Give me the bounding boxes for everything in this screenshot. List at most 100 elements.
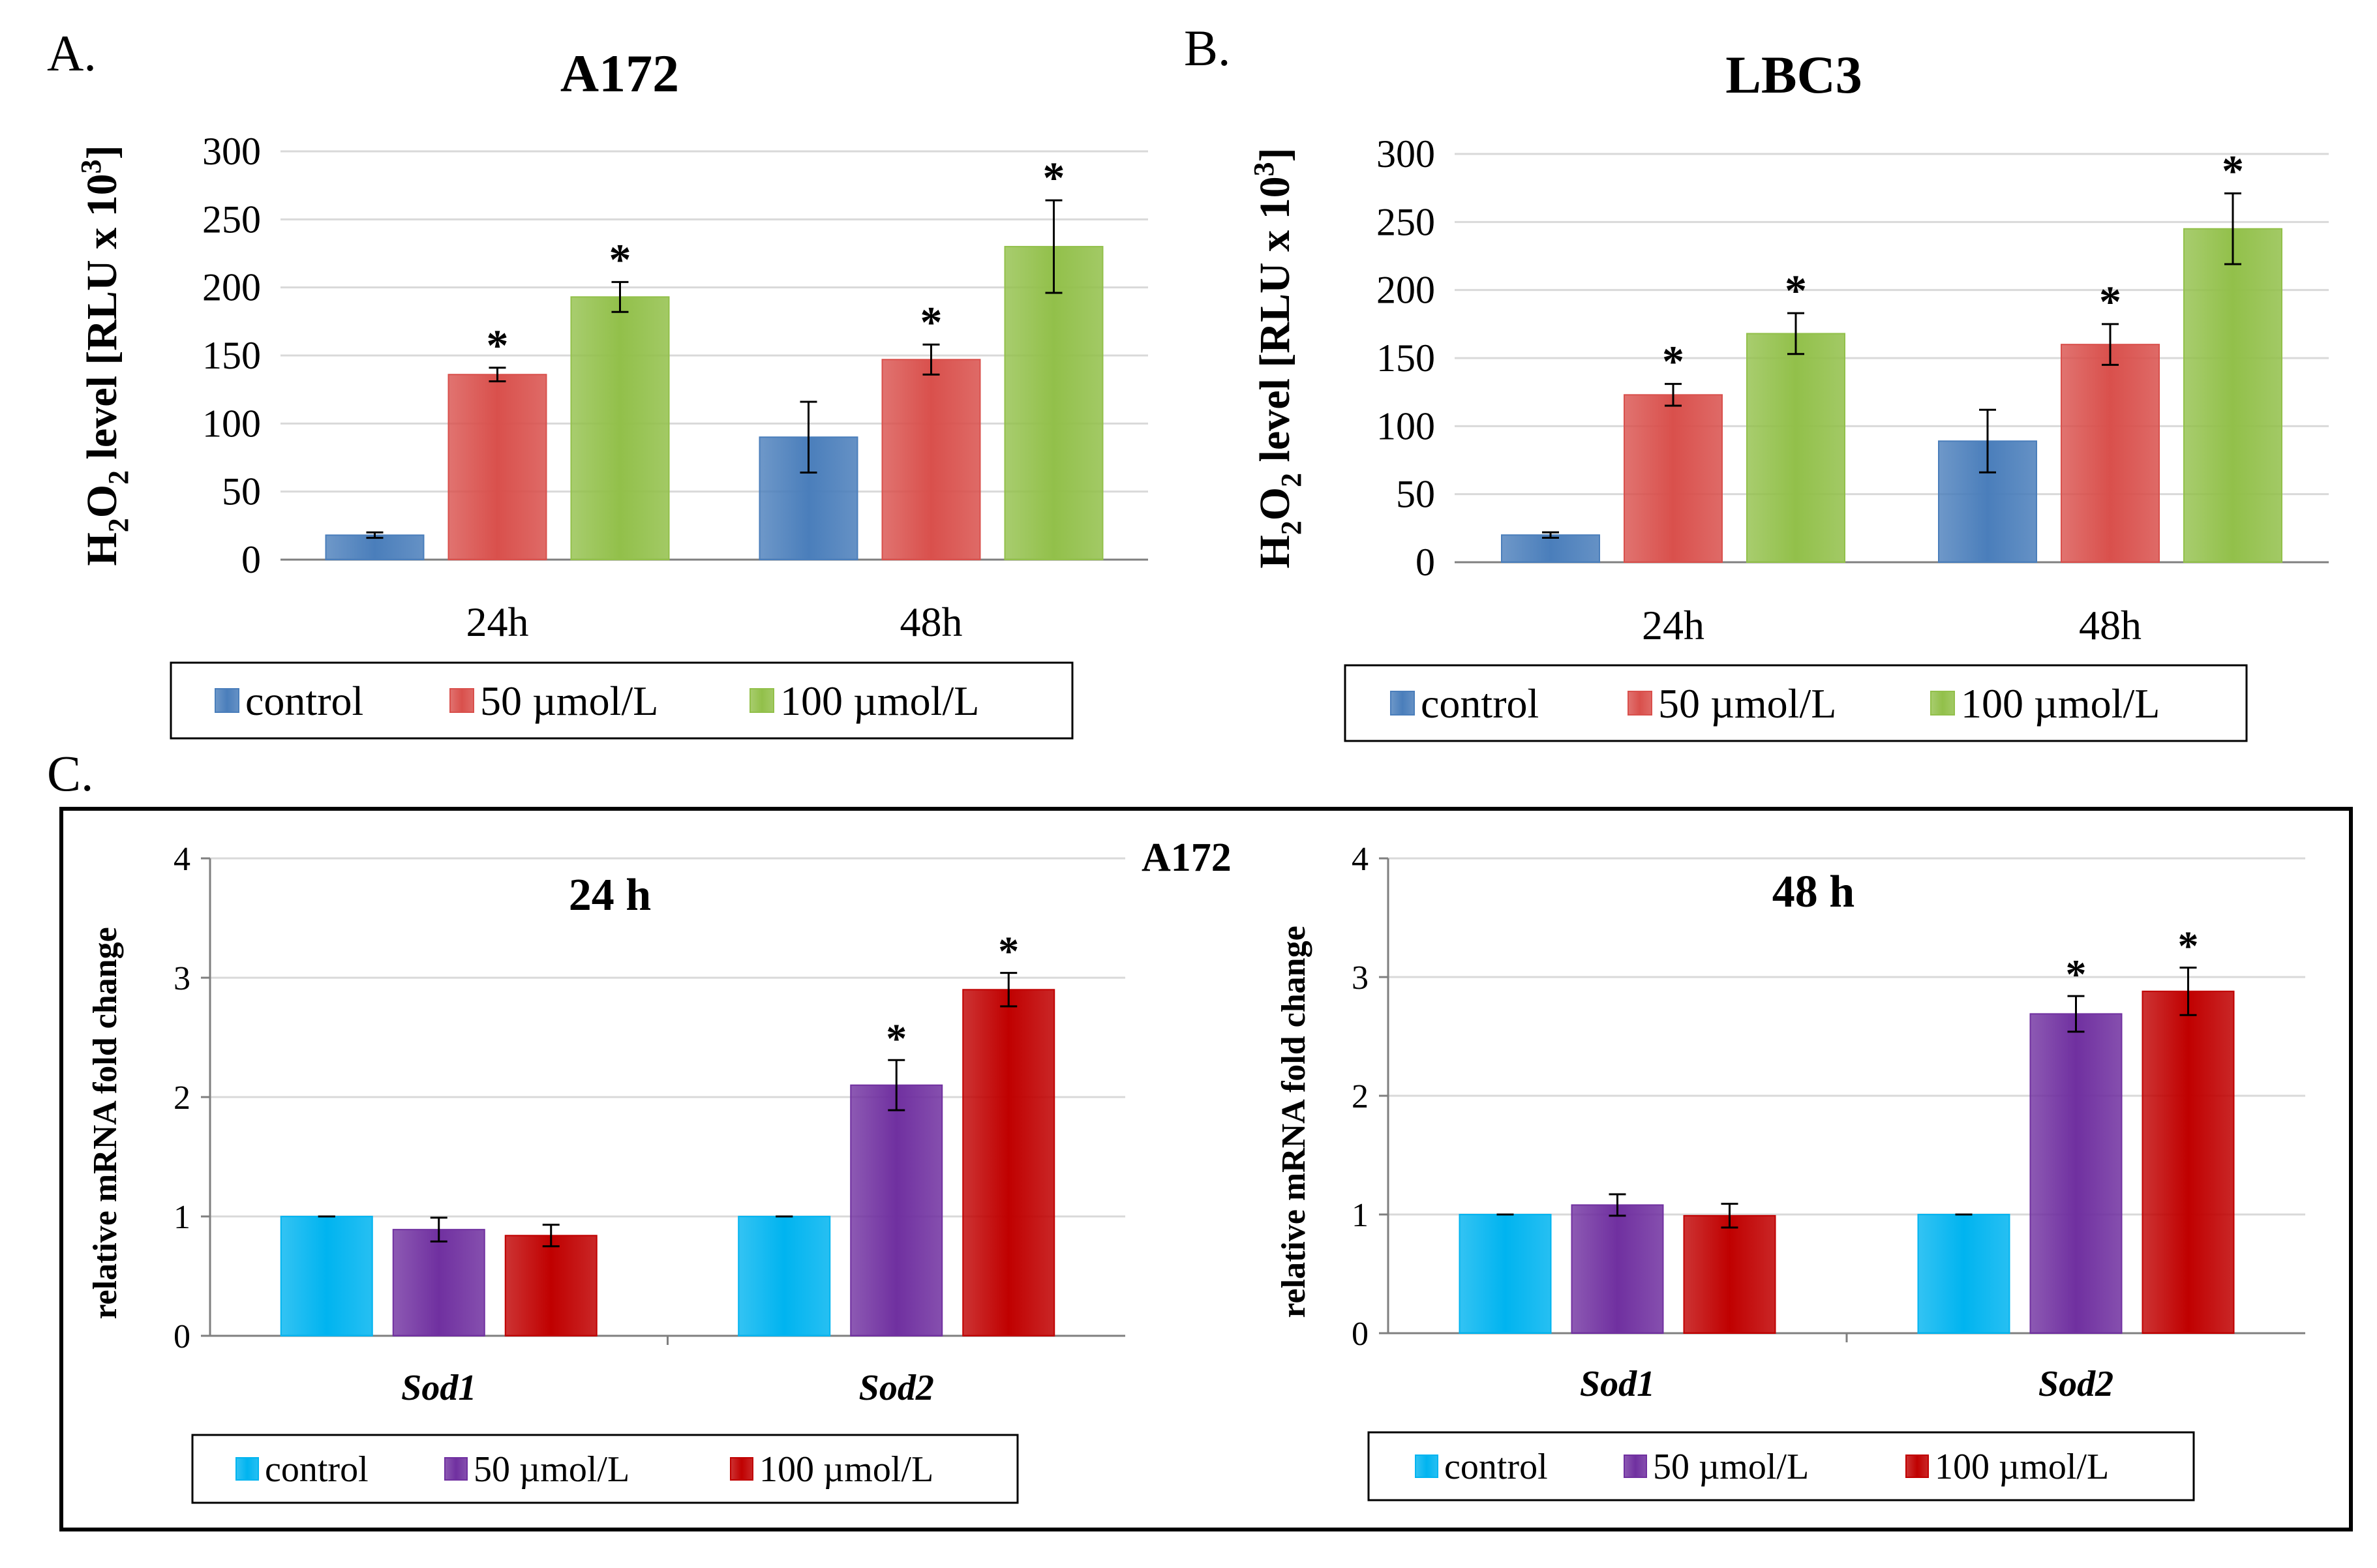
chart-a-legend-label: 100 µmol/L [780, 678, 979, 724]
chart-b-title: LBC3 [1725, 45, 1862, 104]
chart-c1-bar [504, 1235, 598, 1337]
chart-c1-bar [738, 1216, 831, 1336]
chart-a-significance-star: * [920, 297, 943, 346]
chart-a-title: A172 [560, 44, 679, 103]
chart-b-bar [1501, 534, 1600, 563]
chart-c2-title: 48 h [1772, 867, 1855, 917]
chart-a-bar [881, 359, 981, 560]
chart-c1-bar [392, 1229, 485, 1336]
chart-c2-legend-label: control [1444, 1447, 1548, 1487]
chart-a-bar [1004, 246, 1104, 560]
chart-a: A172 0 50 100 150 200 250 300 H2O2 level [RLU x … [75, 44, 1148, 740]
chart-c1-ytick-label: 3 [174, 960, 190, 997]
chart-a-ytick-label: 300 [202, 130, 261, 173]
chart-b-legend-swatch [1930, 691, 1955, 716]
chart-b: LBC3 0 50 100 150 200 250 300 H2O2 level [RLU x … [1248, 45, 2329, 742]
chart-c1-ytick-label: 2 [174, 1079, 190, 1117]
chart-c2-ytick-label: 1 [1352, 1197, 1369, 1234]
chart-c1-legend-label: control [265, 1449, 369, 1490]
chart-c2-significance-star: * [2066, 951, 2087, 997]
chart-b-significance-star: * [1785, 265, 1807, 315]
chart-b-significance-star: * [1662, 337, 1684, 386]
chart-a-legend-label: 50 µmol/L [480, 678, 658, 724]
chart-b-ytick-label: 100 [1376, 404, 1435, 447]
chart-c2-ytick-label: 2 [1352, 1078, 1369, 1115]
chart-c2-bar [1917, 1214, 2010, 1334]
chart-c2-legend [1367, 1431, 2195, 1501]
chart-c1-legend [191, 1434, 1019, 1504]
chart-a-ylabel: H2O2 level [RLU x 103] [75, 145, 134, 565]
chart-c1-category-label: Sod2 [859, 1368, 934, 1408]
chart-c2-ytick-label: 3 [1352, 959, 1369, 997]
chart-c1-ytick-label: 1 [174, 1199, 190, 1236]
chart-c2-ytick-label: 4 [1352, 841, 1369, 878]
chart-a-legend-swatch [449, 688, 474, 713]
chart-c2-bar [2029, 1013, 2123, 1334]
chart-a-ytick-label: 0 [241, 538, 261, 581]
chart-b-legend-label: 100 µmol/L [1961, 680, 2160, 727]
chart-c2-legend-swatch [1905, 1455, 1929, 1478]
panel-c-cell-line-label: A172 [1142, 836, 1232, 880]
chart-c1-legend-swatch [730, 1457, 753, 1481]
chart-c1-legend-label: 100 µmol/L [759, 1449, 933, 1490]
chart-c1-bar [962, 989, 1055, 1337]
chart-b-legend-label: 50 µmol/L [1658, 680, 1836, 727]
chart-b-ytick-label: 200 [1376, 269, 1435, 312]
chart-b-bar [1624, 394, 1723, 564]
chart-c1-bar [280, 1216, 373, 1336]
chart-a-category-label: 48h [900, 599, 963, 645]
chart-a-category-label: 24h [466, 599, 529, 645]
chart-a-bar [447, 374, 547, 560]
chart-b-category-label: 24h [1642, 602, 1704, 648]
chart-c1-bar [850, 1084, 943, 1336]
chart-c2-bar [1571, 1204, 1664, 1334]
chart-b-legend [1344, 664, 2248, 742]
chart-b-category-label: 48h [2079, 602, 2142, 648]
chart-a-ytick-label: 200 [202, 266, 261, 309]
chart-a-bar [570, 296, 670, 560]
chart-c2-category-label: Sod1 [1580, 1364, 1655, 1404]
chart-c2-bar [2142, 990, 2235, 1334]
chart-c2-bar [1683, 1214, 1776, 1334]
chart-a-ytick-label: 250 [202, 198, 261, 241]
panel-letter-c: C. [47, 745, 94, 802]
chart-a-legend-swatch [215, 688, 239, 713]
chart-b-significance-star: * [2222, 146, 2244, 196]
panel-letter-b: B. [1184, 20, 1231, 76]
chart-c1-ytick-label: 4 [174, 841, 190, 878]
chart-c1: 24 h 0 1 2 3 4 relative mRNA fold change Sod1 So… [87, 841, 1125, 1504]
panel-c-frame [59, 807, 2353, 1531]
chart-a-legend-label: control [245, 678, 363, 724]
chart-c2-bar [1459, 1214, 1552, 1334]
chart-b-ylabel: H2O2 level [RLU x 103] [1248, 147, 1307, 568]
chart-c2-ylabel: relative mRNA fold change [1275, 926, 1312, 1318]
chart-a-ytick-label: 50 [222, 470, 261, 513]
chart-c1-ylabel: relative mRNA fold change [87, 927, 124, 1319]
chart-b-bar [2183, 228, 2282, 563]
chart-a-ytick-label: 100 [202, 402, 261, 445]
chart-c2-legend-label: 100 µmol/L [1935, 1447, 2109, 1487]
chart-c1-ytick-label: 0 [174, 1318, 190, 1355]
chart-a-bar [325, 534, 425, 561]
chart-c2-legend-swatch [1624, 1455, 1647, 1478]
chart-a-significance-star: * [1043, 153, 1065, 202]
chart-a-significance-star: * [487, 320, 509, 370]
chart-b-ytick-label: 50 [1396, 473, 1435, 516]
chart-b-ytick-label: 250 [1376, 200, 1435, 243]
chart-b-legend-swatch [1390, 691, 1415, 716]
chart-c1-legend-swatch [235, 1457, 259, 1481]
chart-c1-significance-star: * [886, 1015, 907, 1061]
chart-b-significance-star: * [2099, 277, 2121, 326]
chart-c2-category-label: Sod2 [2038, 1364, 2113, 1404]
chart-c2: 48 h 0 1 2 3 4 relative mRNA fold change Sod1 So… [1275, 841, 2305, 1501]
chart-b-bar [1746, 333, 1845, 563]
chart-b-ytick-label: 300 [1376, 132, 1435, 175]
chart-c2-legend-swatch [1415, 1455, 1438, 1478]
chart-b-ytick-label: 0 [1416, 541, 1435, 584]
chart-b-legend-label: control [1421, 680, 1539, 727]
chart-c1-significance-star: * [998, 928, 1019, 974]
chart-a-ytick-label: 150 [202, 334, 261, 377]
chart-c1-legend-label: 50 µmol/L [474, 1449, 629, 1490]
chart-c2-significance-star: * [2178, 922, 2199, 969]
